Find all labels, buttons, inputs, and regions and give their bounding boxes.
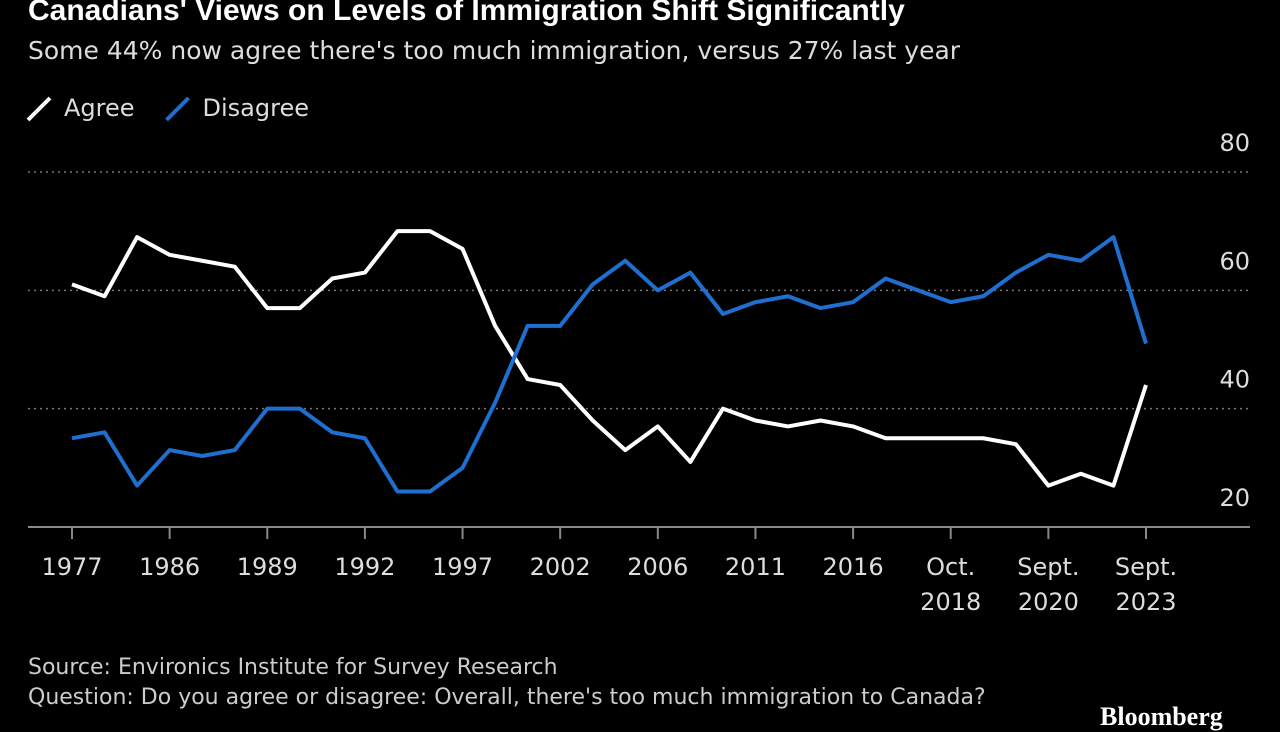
x-tick-label: 2002: [529, 553, 591, 581]
x-tick-label: 1997: [431, 553, 494, 581]
chart-subtitle: Some 44% now agree there's too much immi…: [28, 36, 961, 65]
chart-title: Canadians' Views on Levels of Immigratio…: [28, 0, 905, 27]
x-tick-label: 2006: [627, 553, 689, 581]
legend-label: Agree: [64, 94, 135, 122]
x-tick-label: 1977: [41, 553, 103, 581]
y-tick-label: 60: [1219, 247, 1250, 275]
x-tick-label: Sept. 2023: [1114, 553, 1178, 616]
legend-swatch: [26, 96, 52, 122]
series-line: [71, 235, 1148, 494]
source: Source: Environics Institute for Survey …: [28, 655, 558, 680]
x-tick-label: 2016: [822, 553, 884, 581]
x-tick-label: Sept. 2020: [1017, 553, 1080, 616]
x-tick-label: 1992: [334, 553, 396, 581]
x-tick-label: 1989: [236, 553, 298, 581]
y-tick-label: 80: [1219, 129, 1250, 157]
series-line: [71, 229, 1148, 488]
x-tick-label: 2011: [724, 553, 786, 581]
legend-label: Disagree: [203, 94, 309, 122]
note: Question: Do you agree or disagree: Over…: [28, 685, 986, 710]
brand: Bloomberg: [1100, 702, 1223, 731]
y-tick-label: 40: [1219, 366, 1250, 394]
y-tick-label: 20: [1219, 484, 1250, 512]
x-tick-label: 1986: [139, 553, 201, 581]
legend-swatch: [165, 96, 190, 122]
x-tick-label: Oct. 2018: [920, 553, 982, 616]
